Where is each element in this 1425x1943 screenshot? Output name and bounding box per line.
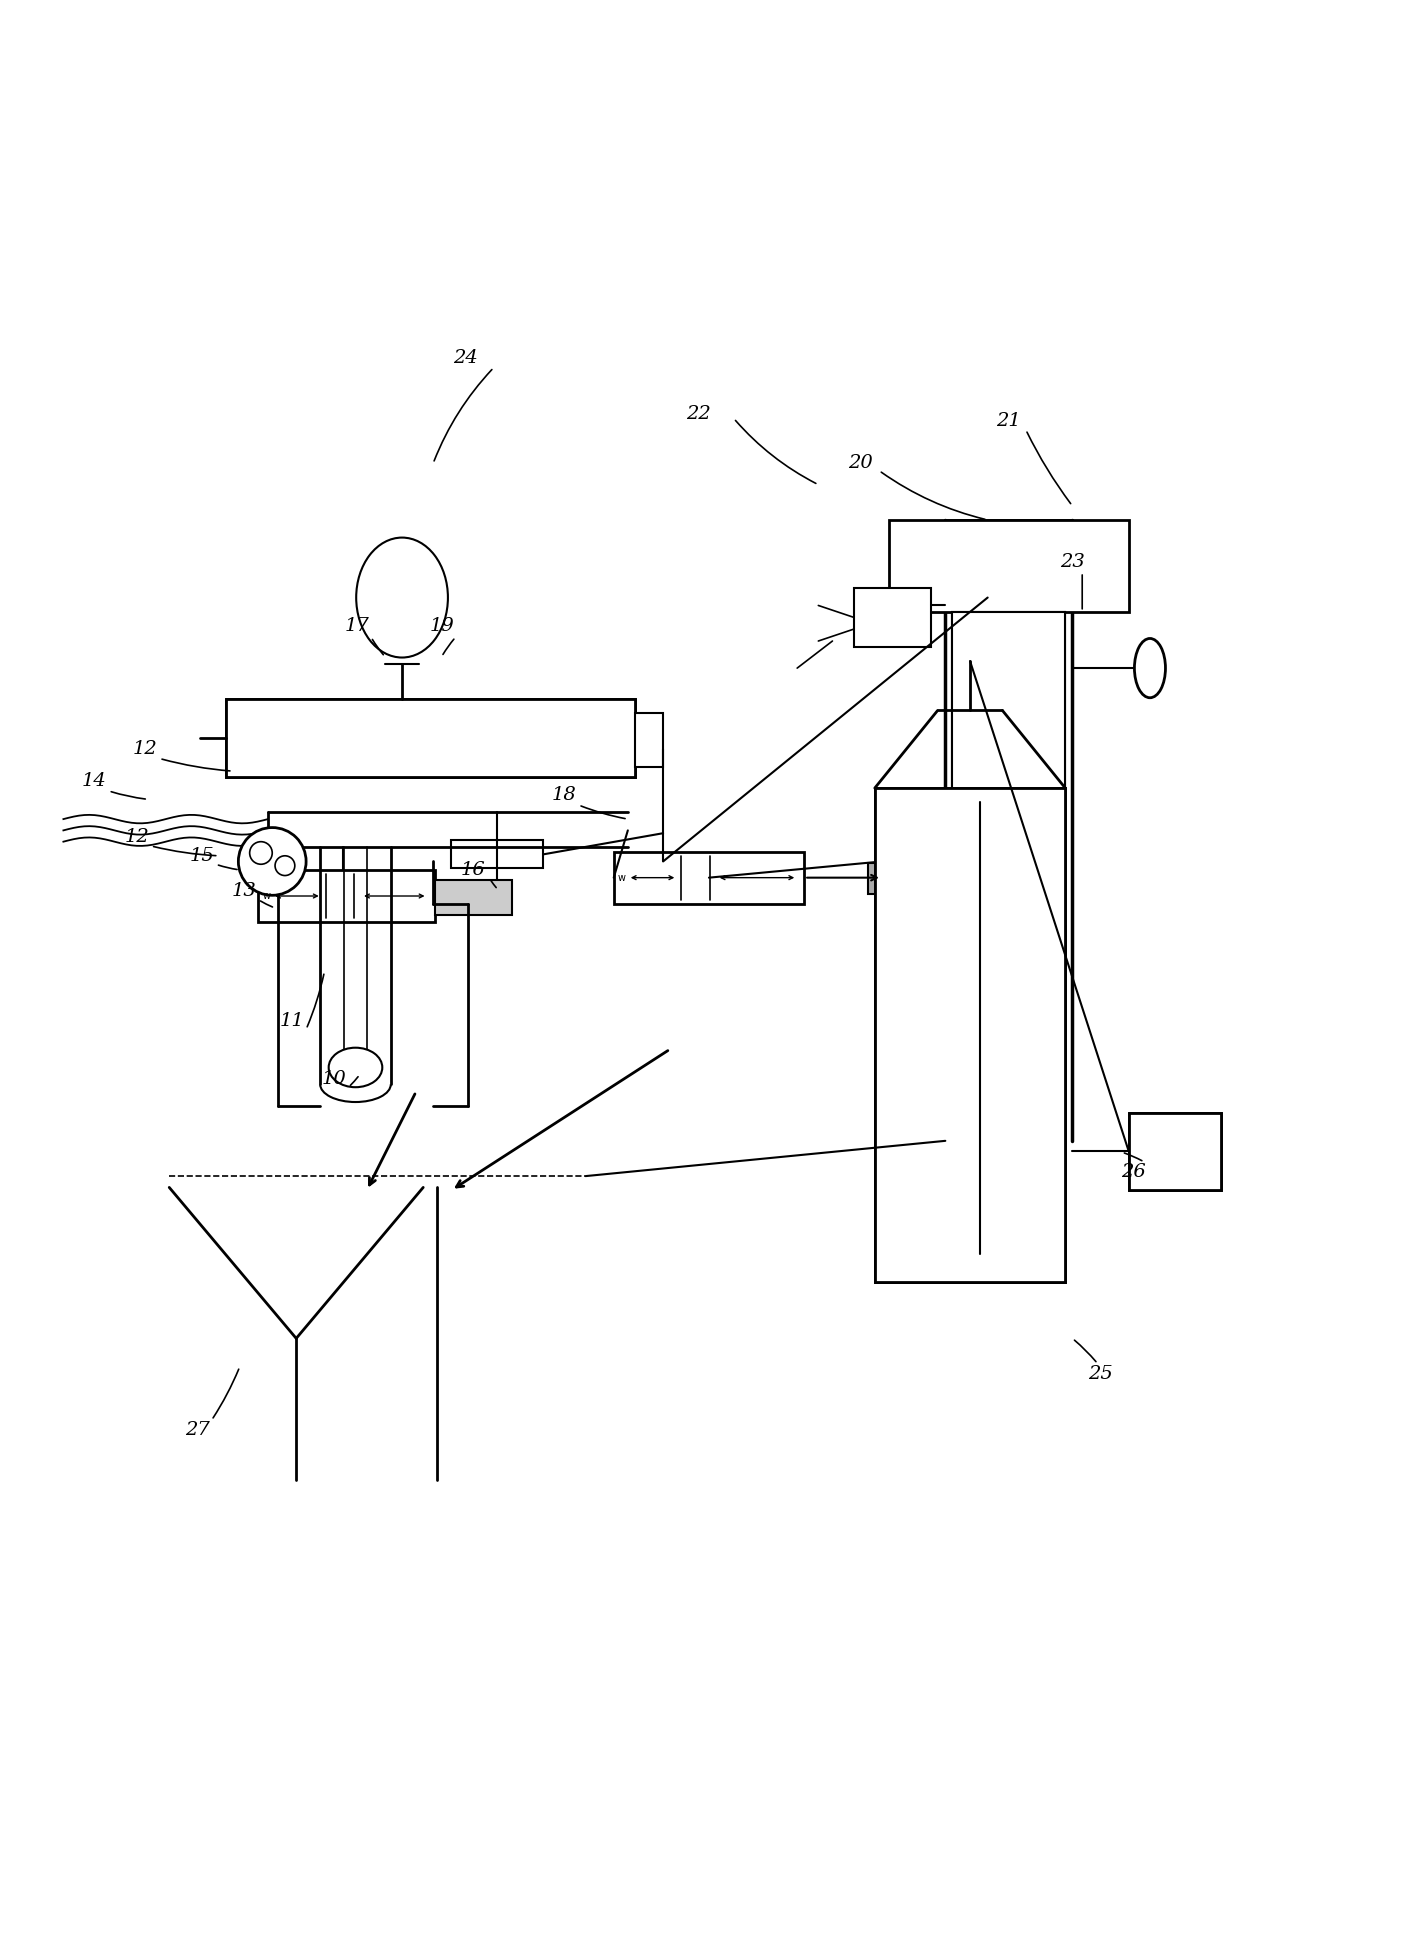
Text: w: w	[262, 892, 271, 902]
Text: 23: 23	[1060, 554, 1084, 571]
Bar	[889, 521, 1129, 612]
Bar	[225, 699, 636, 777]
Bar	[258, 870, 435, 923]
Bar	[868, 863, 889, 894]
Ellipse shape	[1134, 639, 1166, 698]
Text: 19: 19	[429, 616, 455, 635]
Text: 22: 22	[685, 404, 711, 424]
Ellipse shape	[356, 538, 447, 657]
Bar	[614, 851, 804, 903]
Bar	[452, 839, 543, 869]
Bar	[1129, 1113, 1220, 1191]
Text: 20: 20	[848, 455, 874, 472]
Text: 13: 13	[232, 882, 256, 900]
Text: w: w	[618, 872, 626, 882]
Text: 12: 12	[124, 828, 150, 847]
Text: 27: 27	[185, 1420, 209, 1440]
Circle shape	[238, 828, 306, 896]
Circle shape	[275, 855, 295, 876]
Text: 15: 15	[190, 847, 214, 865]
Text: 24: 24	[453, 348, 477, 367]
Text: 11: 11	[279, 1012, 305, 1030]
Text: 26: 26	[1120, 1162, 1146, 1181]
Text: 25: 25	[1089, 1364, 1113, 1383]
Ellipse shape	[329, 1047, 382, 1088]
Bar	[875, 927, 1066, 1282]
Bar	[952, 612, 1066, 802]
Bar	[1129, 1113, 1220, 1191]
Text: 10: 10	[322, 1071, 346, 1088]
Bar	[952, 612, 1066, 802]
Text: 21: 21	[996, 412, 1022, 429]
Bar	[875, 789, 1066, 1282]
Circle shape	[249, 841, 272, 865]
Text: 16: 16	[460, 861, 485, 878]
Bar	[636, 713, 663, 767]
Bar	[875, 789, 1066, 1282]
Text: 18: 18	[551, 787, 577, 804]
Bar	[854, 587, 931, 647]
Text: 12: 12	[133, 740, 158, 758]
Text: 14: 14	[83, 771, 107, 791]
Text: 17: 17	[345, 616, 369, 635]
Bar	[435, 880, 512, 915]
Bar	[225, 699, 636, 777]
